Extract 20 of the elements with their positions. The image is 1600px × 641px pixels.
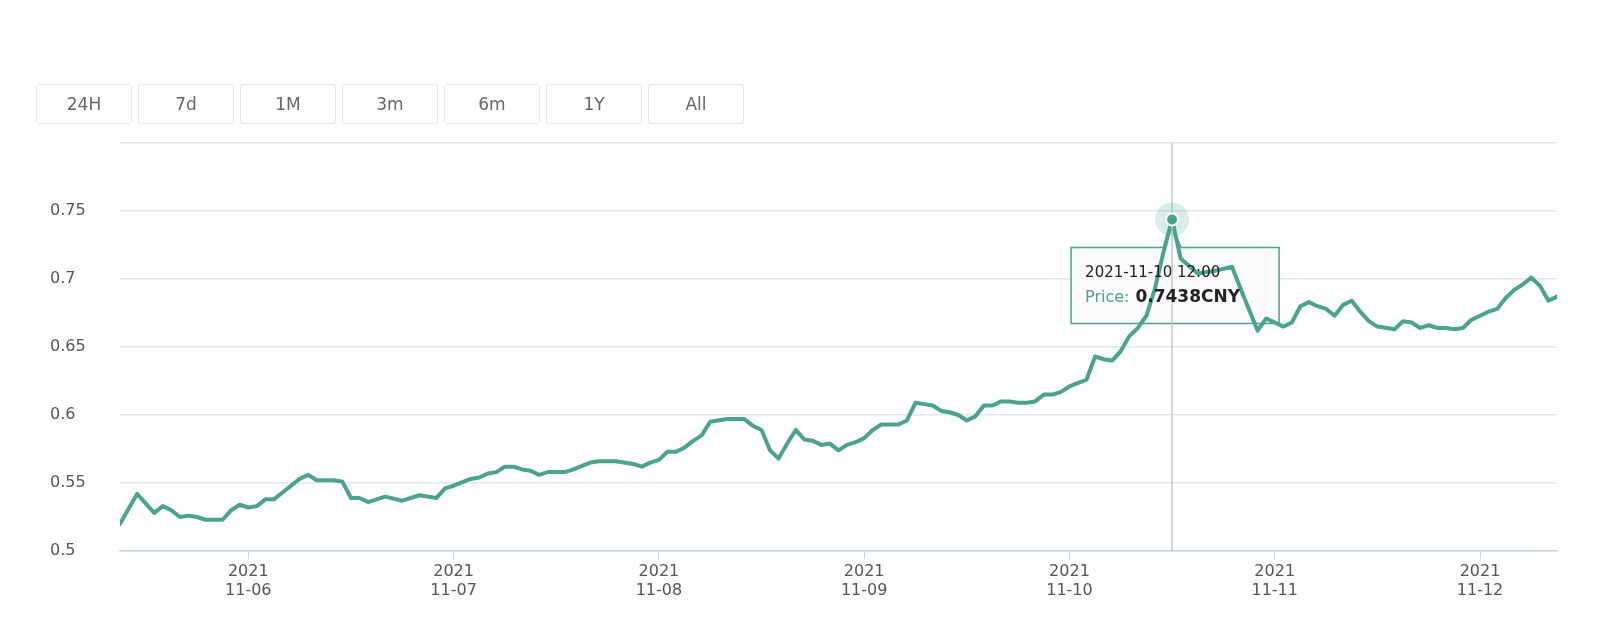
x-tick-label: 2021 11-09	[840, 560, 888, 599]
y-tick-label: 0.6	[50, 404, 76, 424]
y-tick-label: 0.5	[50, 540, 76, 560]
text: 6m	[444, 84, 540, 124]
text: All	[648, 84, 744, 124]
x-tick-label: 2021 11-10	[1046, 560, 1093, 599]
y-tick-label: 0.7	[50, 268, 76, 288]
text: 1Y	[546, 84, 642, 124]
y-tick-label: 0.55	[50, 472, 86, 492]
text: 7d	[138, 84, 234, 124]
x-tick-label: 2021 11-08	[635, 560, 683, 599]
x-tick-label: 2021 11-11	[1251, 560, 1298, 599]
x-tick-label: 2021 11-12	[1456, 560, 1504, 599]
text: 1M	[240, 84, 336, 124]
x-tick-label: 2021 11-07	[430, 560, 477, 599]
y-tick-label: 0.75	[50, 200, 86, 220]
x-tick-label: 2021 11-06	[225, 560, 272, 599]
y-tick-label: 0.65	[50, 336, 86, 356]
text: 3m	[342, 84, 438, 124]
text: 24H	[36, 84, 132, 124]
